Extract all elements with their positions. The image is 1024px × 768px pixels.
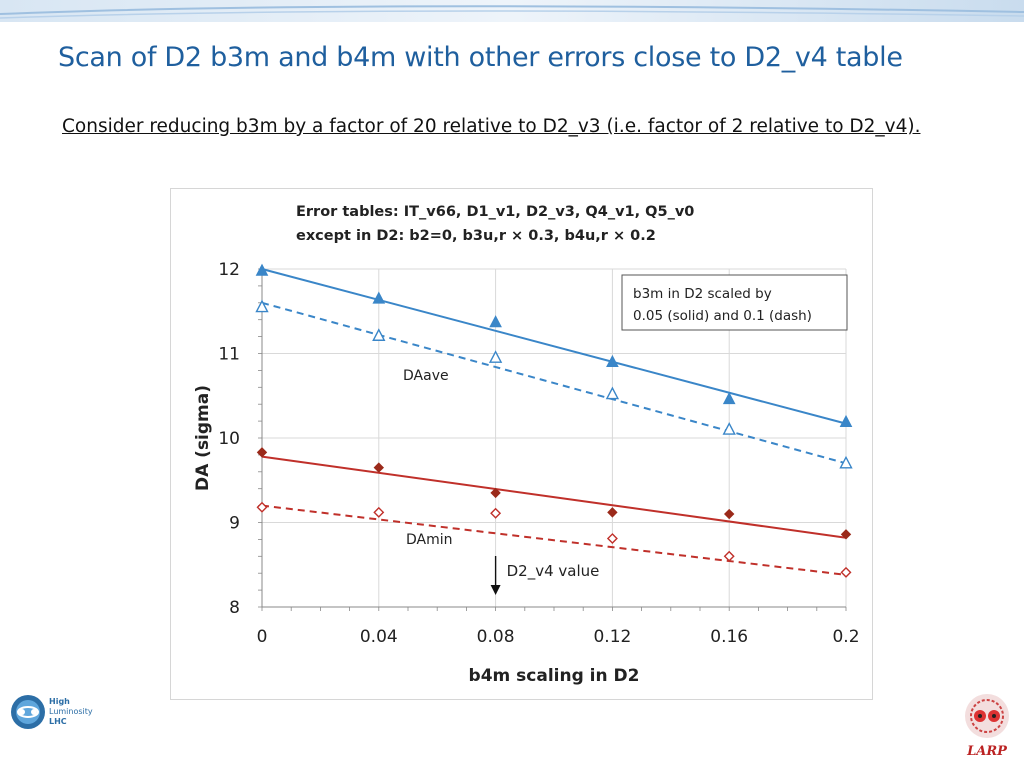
data-point [839, 455, 853, 469]
x-tick-label: 0.04 [360, 627, 398, 647]
damin-label: DAmin [406, 532, 453, 548]
marker-arrow-head [490, 585, 501, 595]
data-point [373, 462, 385, 473]
data-point [256, 501, 268, 513]
legend-line-2: 0.05 (solid) and 0.1 (dash) [633, 308, 812, 324]
x-tick-label: 0 [257, 627, 268, 647]
logo-left-line-1: High [49, 697, 70, 706]
data-point [372, 291, 386, 304]
y-tick-label: 11 [218, 345, 240, 365]
y-tick-label: 8 [229, 598, 240, 618]
legend-line-1: b3m in D2 scaled by [633, 286, 772, 302]
d2v4-marker: D2_v4 value [490, 556, 600, 595]
y-tick-label: 10 [218, 429, 240, 449]
data-point [372, 328, 386, 341]
y-axis-label: DA (sigma) [193, 385, 213, 491]
series-0 [255, 263, 853, 427]
trend-line [261, 268, 847, 425]
trend-line [261, 301, 847, 465]
data-point [605, 386, 620, 400]
logo-left-line-2: Luminosity [49, 707, 93, 716]
data-point [606, 533, 618, 545]
logo-left-line-3: LHC [49, 717, 67, 726]
data-point [606, 354, 619, 367]
data-point [489, 315, 502, 328]
data-point [840, 566, 852, 578]
series-2 [256, 447, 852, 540]
legend-frame [621, 274, 848, 331]
data-point [840, 529, 852, 540]
da-scan-chart: Error tables: IT_v66, D1_v1, D2_v3, Q4_v… [170, 188, 873, 700]
logo-right-text: LARP [966, 744, 1008, 759]
data-point [255, 263, 269, 276]
data-point [490, 487, 501, 499]
top-banner [0, 0, 1024, 22]
y-tick-label: 12 [218, 260, 240, 280]
x-tick-label: 0.12 [593, 627, 631, 647]
x-tick-label: 0.2 [832, 627, 859, 647]
chart-header-line-2: except in D2: b2=0, b3u,r × 0.3, b4u,r ×… [296, 228, 656, 244]
data-point [723, 508, 735, 520]
chart-frame [170, 188, 873, 700]
hilumi-lhc-logo: High Luminosity LHC [11, 695, 93, 729]
chart-header-line-1: Error tables: IT_v66, D1_v1, D2_v3, Q4_v… [296, 204, 694, 220]
data-point [256, 447, 268, 458]
data-point [723, 550, 735, 562]
y-tick-label: 9 [229, 514, 240, 534]
data-point [607, 507, 618, 518]
data-point [488, 350, 503, 363]
series-group [255, 263, 853, 578]
slide-subtitle: Consider reducing b3m by a factor of 20 … [62, 116, 921, 137]
series-3 [256, 501, 852, 578]
data-point [490, 507, 502, 519]
x-tick-label: 0.08 [477, 627, 515, 647]
axes: 8 9 10 11 12 0 0.04 0.08 0.12 0.16 0.2 [218, 260, 859, 647]
x-axis-label: b4m scaling in D2 [469, 666, 640, 686]
series-1 [255, 299, 853, 469]
data-point [255, 299, 269, 313]
slide-title: Scan of D2 b3m and b4m with other errors… [58, 42, 903, 73]
data-point [722, 422, 736, 435]
trend-line [261, 504, 847, 576]
marker-label: D2_v4 value [507, 562, 600, 581]
larp-logo: LARP [962, 694, 1012, 759]
data-point [839, 414, 853, 427]
x-tick-label: 0.16 [710, 627, 748, 647]
data-point [373, 506, 385, 518]
data-point [722, 392, 736, 405]
legend-box: b3m in D2 scaled by 0.05 (solid) and 0.1… [621, 274, 848, 331]
daave-label: DAave [403, 368, 449, 384]
trend-line [261, 455, 847, 539]
